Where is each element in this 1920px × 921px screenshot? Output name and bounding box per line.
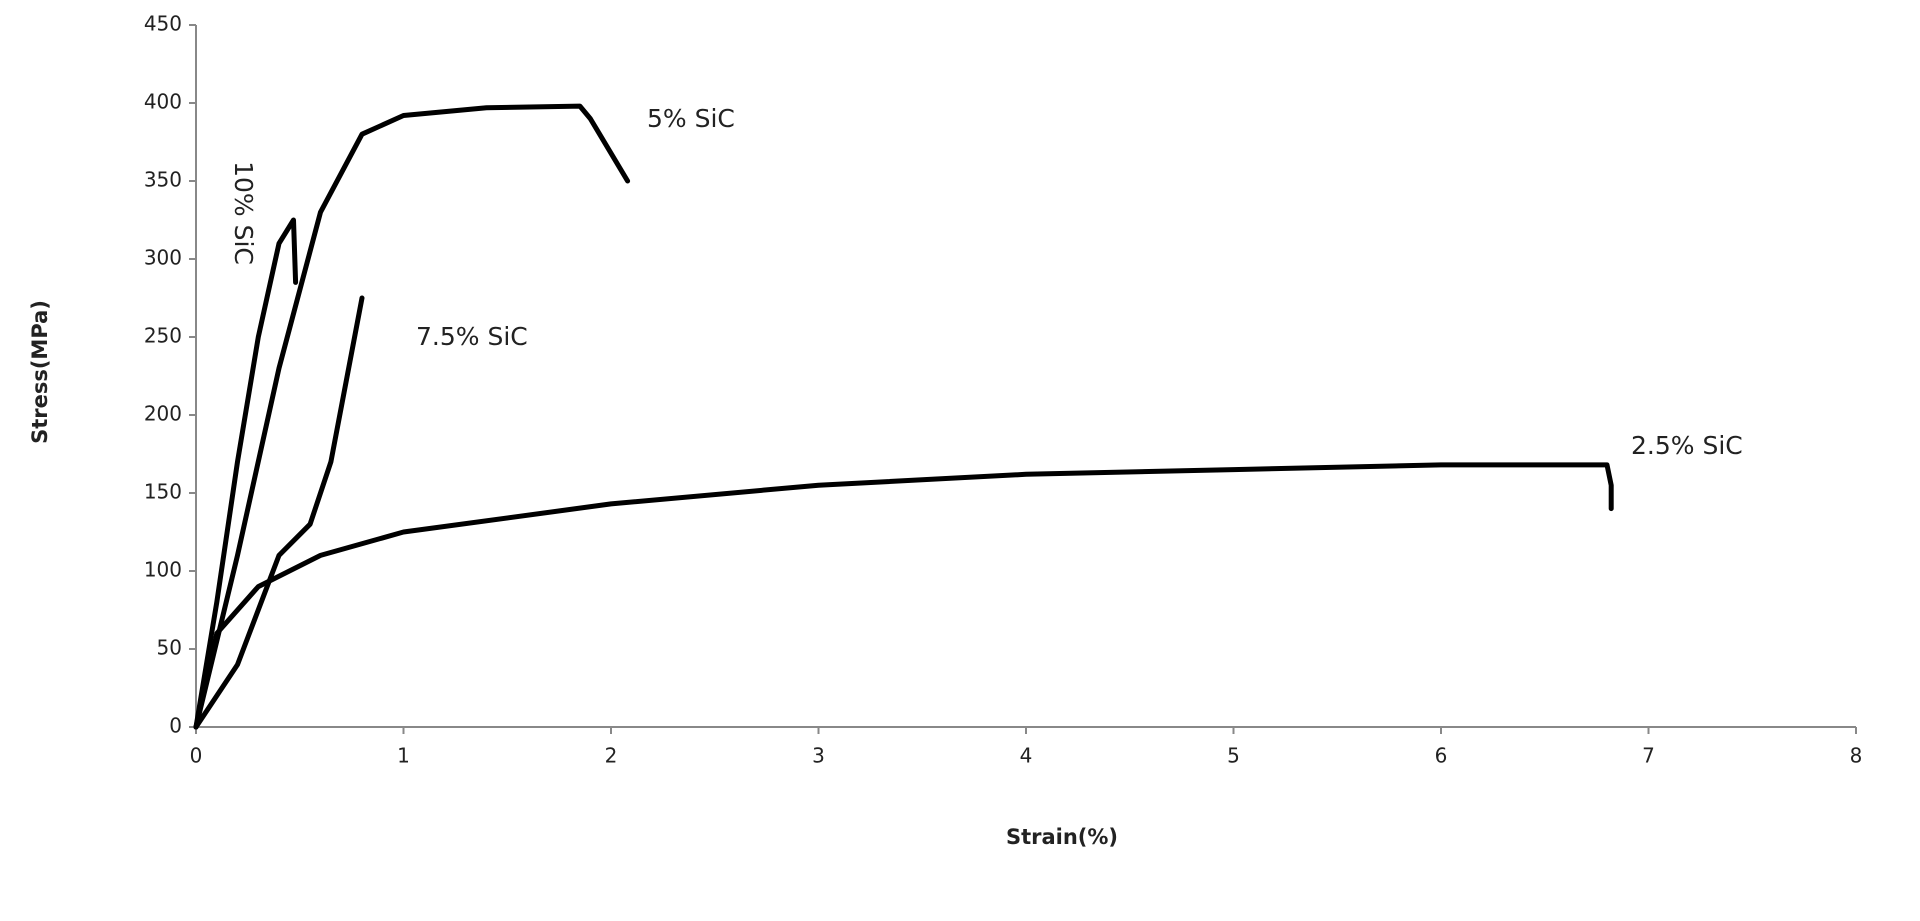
y-tick-label: 100 — [144, 558, 182, 582]
x-tick-label: 3 — [812, 744, 825, 768]
series-label: 10% SiC — [229, 161, 258, 265]
x-tick-label: 2 — [605, 744, 618, 768]
x-tick-label: 7 — [1642, 744, 1655, 768]
series-line — [193, 462, 1614, 730]
y-tick-label: 150 — [144, 480, 182, 504]
series-label: 5% SiC — [647, 104, 735, 133]
x-tick-label: 4 — [1020, 744, 1033, 768]
y-tick-label: 450 — [144, 12, 182, 36]
x-tick-label: 5 — [1227, 744, 1240, 768]
y-tick-label: 50 — [157, 636, 182, 660]
y-tick-label: 0 — [169, 714, 182, 738]
y-axis-label: Stress(MPa) — [28, 300, 52, 444]
x-axis-label: Strain(%) — [1006, 825, 1118, 849]
series-line — [193, 295, 365, 730]
x-tick-label: 8 — [1850, 744, 1863, 768]
x-tick-label: 1 — [397, 744, 410, 768]
series-line — [193, 103, 631, 730]
y-tick-label: 200 — [144, 402, 182, 426]
x-tick-label: 6 — [1435, 744, 1448, 768]
series-label: 7.5% SiC — [416, 322, 528, 351]
y-tick-label: 300 — [144, 246, 182, 270]
y-tick-label: 350 — [144, 168, 182, 192]
x-tick-label: 0 — [190, 744, 203, 768]
series-line — [193, 217, 299, 730]
series-label: 2.5% SiC — [1631, 431, 1743, 460]
y-tick-label: 400 — [144, 90, 182, 114]
y-tick-label: 250 — [144, 324, 182, 348]
